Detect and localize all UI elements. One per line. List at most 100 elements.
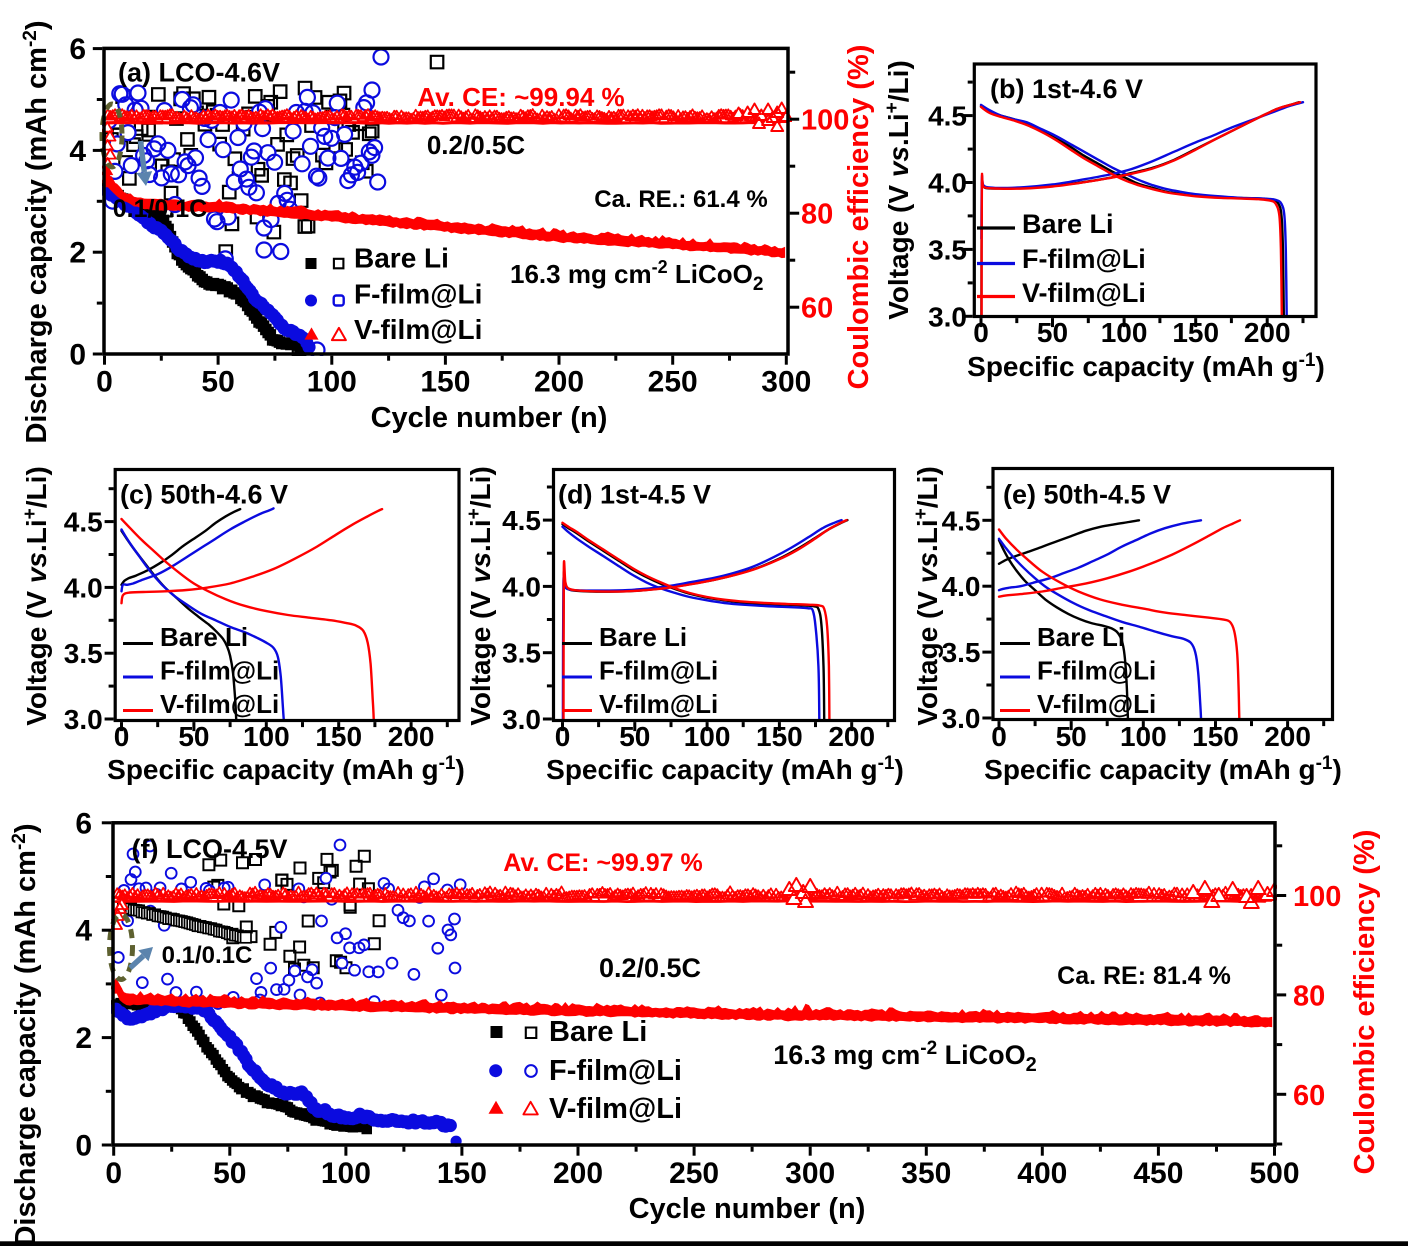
svg-text:200: 200 bbox=[828, 721, 875, 752]
svg-text:2: 2 bbox=[75, 1022, 92, 1055]
svg-text:Coulombic efficiency (%): Coulombic efficiency (%) bbox=[843, 45, 875, 390]
svg-text:0: 0 bbox=[96, 366, 113, 399]
svg-text:(e) 50th-4.5 V: (e) 50th-4.5 V bbox=[1003, 480, 1171, 510]
svg-text:4.5: 4.5 bbox=[942, 505, 981, 536]
svg-text:0: 0 bbox=[105, 1157, 122, 1190]
svg-text:0.1/0.1C: 0.1/0.1C bbox=[162, 942, 253, 969]
svg-text:Cycle number (n): Cycle number (n) bbox=[629, 1193, 866, 1225]
svg-text:F-film@Li: F-film@Li bbox=[354, 279, 482, 310]
svg-text:(f) LCO-4.5V: (f) LCO-4.5V bbox=[132, 834, 288, 864]
svg-text:Voltage (V vs.Li+/Li): Voltage (V vs.Li+/Li) bbox=[911, 466, 943, 726]
svg-text:400: 400 bbox=[1017, 1157, 1067, 1190]
svg-text:3.5: 3.5 bbox=[502, 638, 541, 669]
svg-text:4.0: 4.0 bbox=[928, 168, 967, 199]
svg-text:Bare Li: Bare Li bbox=[354, 243, 449, 274]
svg-text:450: 450 bbox=[1133, 1157, 1183, 1190]
svg-text:Specific capacity (mAh g-1): Specific capacity (mAh g-1) bbox=[967, 350, 1325, 382]
svg-text:250: 250 bbox=[648, 366, 698, 399]
svg-text:500: 500 bbox=[1249, 1157, 1299, 1190]
svg-text:100: 100 bbox=[243, 721, 290, 752]
svg-text:0.2/0.5C: 0.2/0.5C bbox=[599, 953, 701, 983]
svg-text:80: 80 bbox=[801, 199, 833, 231]
svg-text:0: 0 bbox=[973, 317, 989, 348]
svg-text:80: 80 bbox=[1293, 980, 1325, 1012]
svg-text:50: 50 bbox=[619, 721, 650, 752]
svg-text:Coulombic efficiency (%): Coulombic efficiency (%) bbox=[1349, 830, 1381, 1175]
svg-text:200: 200 bbox=[534, 366, 584, 399]
svg-text:200: 200 bbox=[388, 721, 435, 752]
svg-text:3.5: 3.5 bbox=[942, 637, 981, 668]
svg-text:3.5: 3.5 bbox=[928, 234, 967, 265]
svg-text:F-film@Li: F-film@Li bbox=[160, 656, 279, 686]
svg-text:50: 50 bbox=[1056, 721, 1087, 752]
svg-text:6: 6 bbox=[75, 807, 92, 840]
svg-text:150: 150 bbox=[420, 366, 470, 399]
svg-text:0: 0 bbox=[991, 721, 1007, 752]
svg-text:F-film@Li: F-film@Li bbox=[1022, 244, 1146, 274]
svg-text:4.5: 4.5 bbox=[928, 101, 967, 132]
svg-text:150: 150 bbox=[756, 721, 803, 752]
svg-text:300: 300 bbox=[761, 366, 811, 399]
svg-text:0: 0 bbox=[114, 721, 130, 752]
svg-text:Bare Li: Bare Li bbox=[1037, 622, 1125, 652]
svg-text:300: 300 bbox=[785, 1157, 835, 1190]
svg-text:(b) 1st-4.6 V: (b) 1st-4.6 V bbox=[990, 74, 1143, 104]
svg-text:250: 250 bbox=[669, 1157, 719, 1190]
svg-text:V-film@Li: V-film@Li bbox=[549, 1093, 682, 1125]
svg-text:4.0: 4.0 bbox=[64, 572, 103, 603]
svg-text:16.3 mg cm-2 LiCoO2: 16.3 mg cm-2 LiCoO2 bbox=[773, 1038, 1037, 1076]
svg-text:F-film@Li: F-film@Li bbox=[599, 656, 718, 686]
svg-text:0.2/0.5C: 0.2/0.5C bbox=[427, 130, 526, 160]
svg-text:4.0: 4.0 bbox=[502, 571, 541, 602]
svg-text:Bare Li: Bare Li bbox=[160, 622, 248, 652]
svg-text:0: 0 bbox=[75, 1130, 92, 1163]
svg-text:Bare Li: Bare Li bbox=[549, 1016, 647, 1048]
svg-text:V-film@Li: V-film@Li bbox=[1022, 278, 1146, 308]
svg-text:4.5: 4.5 bbox=[502, 505, 541, 536]
svg-text:50: 50 bbox=[1037, 317, 1068, 348]
svg-text:200: 200 bbox=[1244, 317, 1291, 348]
svg-text:Av. CE: ~99.94 %: Av. CE: ~99.94 % bbox=[417, 82, 624, 112]
svg-text:6: 6 bbox=[69, 33, 86, 66]
svg-text:4: 4 bbox=[75, 915, 92, 948]
svg-text:F-film@Li: F-film@Li bbox=[549, 1055, 682, 1087]
svg-text:50: 50 bbox=[213, 1157, 246, 1190]
svg-text:2: 2 bbox=[69, 237, 86, 270]
svg-text:Av. CE: ~99.97 %: Av. CE: ~99.97 % bbox=[503, 849, 702, 877]
svg-text:0: 0 bbox=[555, 721, 571, 752]
svg-text:Voltage (V vs.Li+/Li): Voltage (V vs.Li+/Li) bbox=[882, 60, 914, 320]
svg-text:50: 50 bbox=[201, 366, 234, 399]
svg-text:100: 100 bbox=[321, 1157, 371, 1190]
svg-text:350: 350 bbox=[901, 1157, 951, 1190]
svg-text:16.3 mg cm-2 LiCoO2: 16.3 mg cm-2 LiCoO2 bbox=[510, 257, 763, 295]
svg-text:150: 150 bbox=[1192, 721, 1239, 752]
svg-text:150: 150 bbox=[1172, 317, 1219, 348]
svg-text:Ca. RE: 81.4 %: Ca. RE: 81.4 % bbox=[1057, 962, 1231, 990]
svg-text:200: 200 bbox=[1264, 721, 1311, 752]
svg-text:V-film@Li: V-film@Li bbox=[599, 689, 718, 719]
svg-text:Specific capacity (mAh g-1): Specific capacity (mAh g-1) bbox=[107, 753, 465, 785]
svg-text:Cycle number (n): Cycle number (n) bbox=[371, 402, 608, 434]
svg-text:100: 100 bbox=[1101, 317, 1148, 348]
svg-text:3.0: 3.0 bbox=[928, 301, 967, 332]
svg-text:50: 50 bbox=[178, 721, 209, 752]
svg-text:Bare Li: Bare Li bbox=[1022, 209, 1114, 239]
svg-text:Ca. RE.: 61.4 %: Ca. RE.: 61.4 % bbox=[594, 186, 767, 213]
svg-text:100: 100 bbox=[801, 105, 849, 137]
svg-text:F-film@Li: F-film@Li bbox=[1037, 656, 1156, 686]
svg-text:Specific capacity (mAh g-1): Specific capacity (mAh g-1) bbox=[984, 753, 1342, 785]
svg-text:100: 100 bbox=[307, 366, 357, 399]
svg-text:0: 0 bbox=[69, 339, 86, 372]
svg-text:Voltage (V vs.Li+/Li): Voltage (V vs.Li+/Li) bbox=[464, 466, 496, 726]
svg-text:V-film@Li: V-film@Li bbox=[160, 689, 279, 719]
svg-text:100: 100 bbox=[1293, 881, 1341, 913]
svg-text:3.5: 3.5 bbox=[64, 638, 103, 669]
svg-text:(c) 50th-4.6 V: (c) 50th-4.6 V bbox=[120, 480, 288, 510]
svg-text:3.0: 3.0 bbox=[64, 704, 103, 735]
svg-text:Specific capacity (mAh g-1): Specific capacity (mAh g-1) bbox=[546, 753, 904, 785]
svg-text:100: 100 bbox=[684, 721, 731, 752]
svg-text:4: 4 bbox=[69, 135, 86, 168]
svg-text:200: 200 bbox=[553, 1157, 603, 1190]
svg-text:4.0: 4.0 bbox=[942, 571, 981, 602]
svg-text:150: 150 bbox=[315, 721, 362, 752]
